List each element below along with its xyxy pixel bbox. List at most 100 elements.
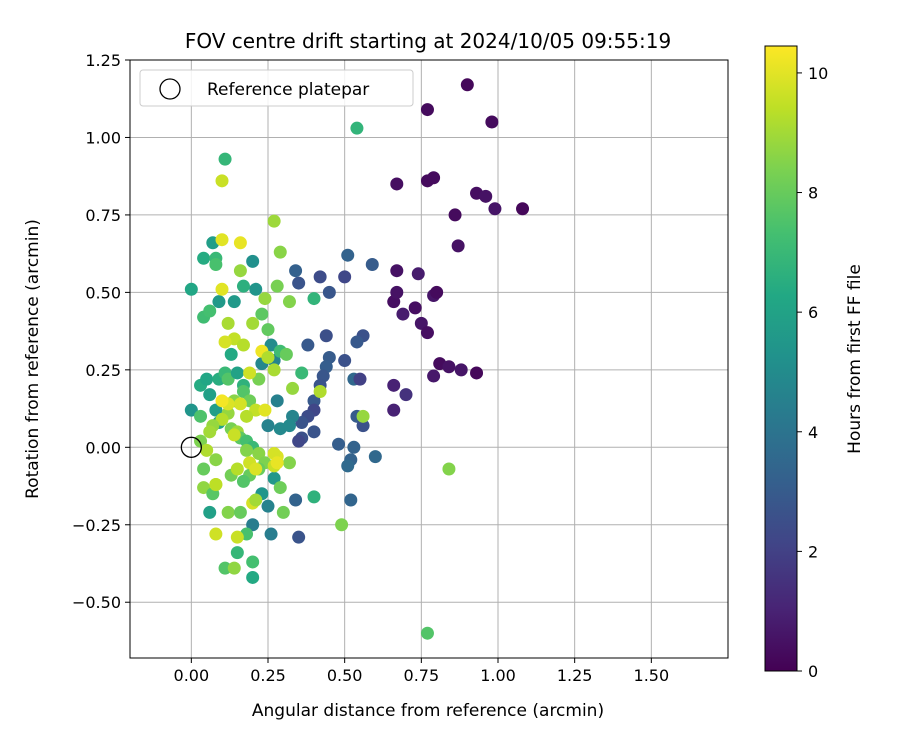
data-point	[209, 527, 223, 541]
data-point	[338, 354, 352, 368]
data-point	[485, 115, 499, 129]
data-point	[252, 372, 266, 386]
data-point	[350, 121, 364, 135]
data-point	[184, 282, 198, 296]
legend-box	[139, 69, 414, 107]
data-point	[264, 338, 278, 352]
data-point	[230, 530, 244, 544]
data-point	[227, 561, 241, 575]
data-point	[319, 329, 333, 343]
data-point	[215, 233, 229, 247]
x-tick-label: 1.50	[634, 666, 670, 685]
data-point	[246, 316, 260, 330]
x-tick-label: 1.25	[557, 666, 593, 685]
data-point	[396, 307, 410, 321]
data-point	[292, 530, 306, 544]
data-point	[261, 350, 275, 364]
data-point	[427, 369, 441, 383]
data-point	[451, 239, 465, 253]
data-point	[356, 419, 370, 433]
data-point	[252, 447, 266, 461]
data-point	[203, 388, 217, 402]
data-point	[203, 505, 217, 519]
data-point	[399, 388, 413, 402]
data-point	[454, 363, 468, 377]
data-point	[273, 481, 287, 495]
legend-marker	[159, 78, 181, 100]
data-point	[227, 428, 241, 442]
data-point	[282, 295, 296, 309]
data-point	[233, 505, 247, 519]
colorbar-tick-label: 8	[808, 184, 818, 203]
data-point	[420, 103, 434, 117]
data-point	[420, 626, 434, 640]
colorbar-tick-label: 0	[808, 662, 818, 681]
data-point	[322, 285, 336, 299]
data-point	[356, 409, 370, 423]
data-point	[420, 326, 434, 340]
data-point	[236, 279, 250, 293]
data-point	[221, 316, 235, 330]
data-point	[209, 453, 223, 467]
data-point	[332, 437, 346, 451]
data-point	[194, 409, 208, 423]
data-point	[212, 295, 226, 309]
data-point	[427, 171, 441, 185]
data-point	[230, 546, 244, 560]
data-point	[365, 257, 379, 271]
y-tick-label: 0.25	[85, 361, 121, 380]
data-point	[301, 338, 315, 352]
data-point	[273, 245, 287, 259]
data-point	[233, 236, 247, 250]
data-point	[267, 363, 281, 377]
data-point	[197, 251, 211, 265]
data-point	[218, 152, 232, 166]
data-point	[258, 403, 272, 417]
data-point	[353, 372, 367, 386]
data-point	[209, 403, 223, 417]
data-point	[270, 456, 284, 470]
y-tick-label: −0.25	[72, 516, 121, 535]
data-point	[236, 338, 250, 352]
data-point	[246, 518, 260, 532]
data-point	[215, 394, 229, 408]
data-point	[282, 456, 296, 470]
data-point	[240, 409, 254, 423]
y-tick-label: 1.25	[85, 51, 121, 70]
x-tick-label: 0.75	[404, 666, 440, 685]
data-point	[249, 462, 263, 476]
data-point	[227, 295, 241, 309]
x-tick-label: 0.50	[327, 666, 363, 685]
data-point	[279, 347, 293, 361]
data-point	[282, 419, 296, 433]
x-tick-label: 1.00	[480, 666, 516, 685]
y-tick-label: 0.50	[85, 283, 121, 302]
data-point	[261, 419, 275, 433]
data-point	[233, 397, 247, 411]
data-point	[307, 490, 321, 504]
data-point	[479, 189, 493, 203]
data-point	[442, 462, 456, 476]
data-point	[246, 555, 260, 569]
colorbar-tick-label: 6	[808, 303, 818, 322]
data-point	[276, 505, 290, 519]
data-point	[267, 471, 281, 485]
data-point	[460, 78, 474, 92]
data-point	[246, 570, 260, 584]
data-point	[344, 493, 358, 507]
data-point	[338, 270, 352, 284]
data-points	[180, 78, 530, 640]
plot-frame	[129, 59, 729, 659]
colorbar-ticks: 0 2 4 6 8 10	[797, 64, 828, 681]
data-point	[295, 416, 309, 430]
data-point	[488, 202, 502, 216]
colorbar-tick-label: 2	[808, 542, 818, 561]
data-point	[236, 385, 250, 399]
data-point	[442, 360, 456, 374]
data-point	[289, 264, 303, 278]
data-point	[368, 450, 382, 464]
legend-label: Reference platepar	[207, 80, 369, 100]
data-point	[249, 282, 263, 296]
data-point	[209, 477, 223, 491]
data-point	[215, 282, 229, 296]
